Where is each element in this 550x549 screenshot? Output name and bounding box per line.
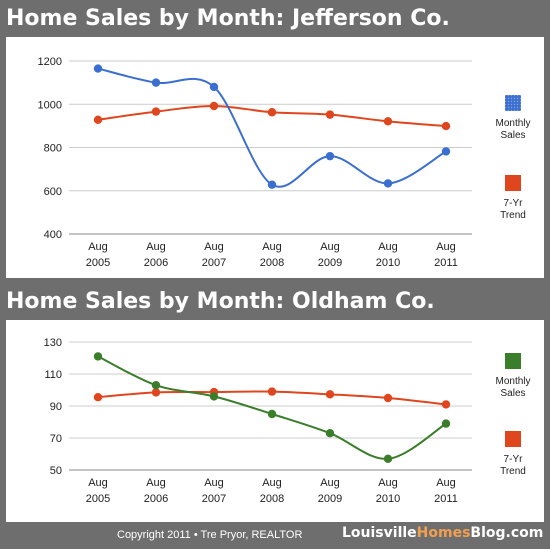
footer: Copyright 2011 • Tre Pryor, REALTOR Loui… (0, 522, 550, 549)
chart-panel-oldham: 50 70 90 110 130 Aug 2005 Aug 2006 Aug 2007 Aug 2008… (6, 320, 544, 522)
data-point-1 (93, 115, 103, 125)
data-point-0 (325, 429, 335, 438)
y-tick-label: 1200 (38, 56, 62, 68)
data-point-1 (325, 390, 335, 399)
x-tick-label-year: 2011 (434, 493, 458, 505)
site-link[interactable]: LouisvilleHomesBlog.com (342, 525, 543, 541)
y-tick-label: 110 (44, 369, 62, 381)
data-point-1 (151, 388, 161, 397)
series-line-0 (97, 355, 447, 460)
chart-title-oldham: Home Sales by Month: Oldham Co. (6, 289, 435, 314)
data-point-0 (267, 180, 277, 189)
legend-swatch (505, 431, 521, 447)
oldham-chart-svg: 50 70 90 110 130 Aug 2005 Aug 2006 Aug 2007 Aug 2008… (44, 337, 531, 505)
y-tick-label: 400 (44, 229, 62, 241)
data-point-1 (325, 110, 335, 119)
x-tick-label-month: Aug (378, 241, 398, 253)
x-tick-label-month: Aug (320, 241, 340, 253)
y-tick-label: 800 (44, 143, 62, 155)
data-point-1 (441, 121, 451, 131)
data-point-0 (325, 151, 335, 161)
x-tick-label-year: 2006 (144, 257, 168, 269)
y-tick-label: 130 (44, 337, 62, 349)
x-tick-label-year: 2011 (434, 257, 458, 269)
data-point-1 (151, 107, 161, 116)
x-tick-label-month: Aug (320, 477, 340, 489)
data-point-0 (209, 82, 219, 92)
data-point-1 (383, 393, 393, 403)
data-point-0 (93, 352, 103, 361)
legend-label: Trend (500, 466, 526, 477)
y-tick-label: 1000 (38, 99, 62, 111)
data-point-0 (441, 419, 451, 428)
data-point-0 (267, 409, 277, 419)
legend-label: Sales (500, 388, 525, 399)
legend-label: Sales (500, 130, 525, 141)
y-tick-label: 70 (50, 433, 62, 445)
x-tick-label-year: 2009 (318, 257, 342, 269)
x-tick-label-year: 2006 (144, 493, 168, 505)
data-point-1 (93, 393, 103, 402)
data-point-0 (151, 78, 161, 87)
x-tick-label-month: Aug (262, 477, 282, 489)
data-point-0 (93, 64, 103, 73)
data-point-0 (209, 392, 219, 401)
data-point-1 (267, 387, 277, 396)
legend-swatch (505, 175, 521, 191)
chart-title-jefferson: Home Sales by Month: Jefferson Co. (6, 6, 450, 31)
x-tick-label-month: Aug (88, 477, 108, 489)
data-point-1 (209, 101, 219, 111)
site-part1: Louisville (342, 525, 417, 541)
data-point-0 (151, 381, 161, 390)
x-tick-label-month: Aug (204, 477, 224, 489)
x-tick-label-year: 2010 (376, 493, 400, 505)
legend-label: Monthly (495, 118, 530, 129)
x-tick-label-year: 2010 (376, 257, 400, 269)
data-point-0 (441, 147, 451, 156)
x-tick-label-month: Aug (146, 241, 166, 253)
x-tick-label-month: Aug (262, 241, 282, 253)
legend-swatch (505, 353, 521, 369)
series-line-0 (97, 67, 447, 188)
x-tick-label-month: Aug (88, 241, 108, 253)
legend-swatch (505, 95, 521, 111)
x-tick-label-year: 2008 (260, 257, 284, 269)
x-tick-label-year: 2007 (202, 257, 226, 269)
x-tick-label-year: 2007 (202, 493, 226, 505)
data-point-0 (383, 179, 393, 188)
legend-label: Monthly (495, 376, 530, 387)
x-tick-label-month: Aug (204, 241, 224, 253)
legend-label: 7-Yr (504, 198, 524, 209)
legend-label: Trend (500, 210, 526, 221)
data-point-0 (383, 454, 393, 463)
x-tick-label-month: Aug (378, 477, 398, 489)
x-tick-label-month: Aug (436, 477, 456, 489)
y-tick-label: 600 (44, 186, 62, 198)
x-tick-label-month: Aug (146, 477, 166, 489)
data-point-1 (441, 400, 451, 409)
x-tick-label-month: Aug (436, 241, 456, 253)
jefferson-chart-svg: 400 600 800 1000 1200 Aug 2005 Aug 2006 Aug 2007 Au… (38, 56, 531, 269)
legend-label: 7-Yr (504, 454, 524, 465)
y-tick-label: 50 (50, 465, 62, 477)
copyright-text: Copyright 2011 • Tre Pryor, REALTOR (117, 529, 303, 541)
x-tick-label-year: 2005 (86, 493, 110, 505)
chart-panel-jefferson: 400 600 800 1000 1200 Aug 2005 Aug 2006 Aug 2007 Au… (6, 37, 544, 278)
x-tick-label-year: 2008 (260, 493, 284, 505)
site-part2: Blog.com (470, 525, 544, 541)
y-tick-label: 90 (50, 401, 62, 413)
data-point-1 (267, 108, 277, 117)
x-tick-label-year: 2005 (86, 257, 110, 269)
data-point-1 (383, 117, 393, 126)
site-highlight: Homes (416, 525, 471, 541)
x-tick-label-year: 2009 (318, 493, 342, 505)
